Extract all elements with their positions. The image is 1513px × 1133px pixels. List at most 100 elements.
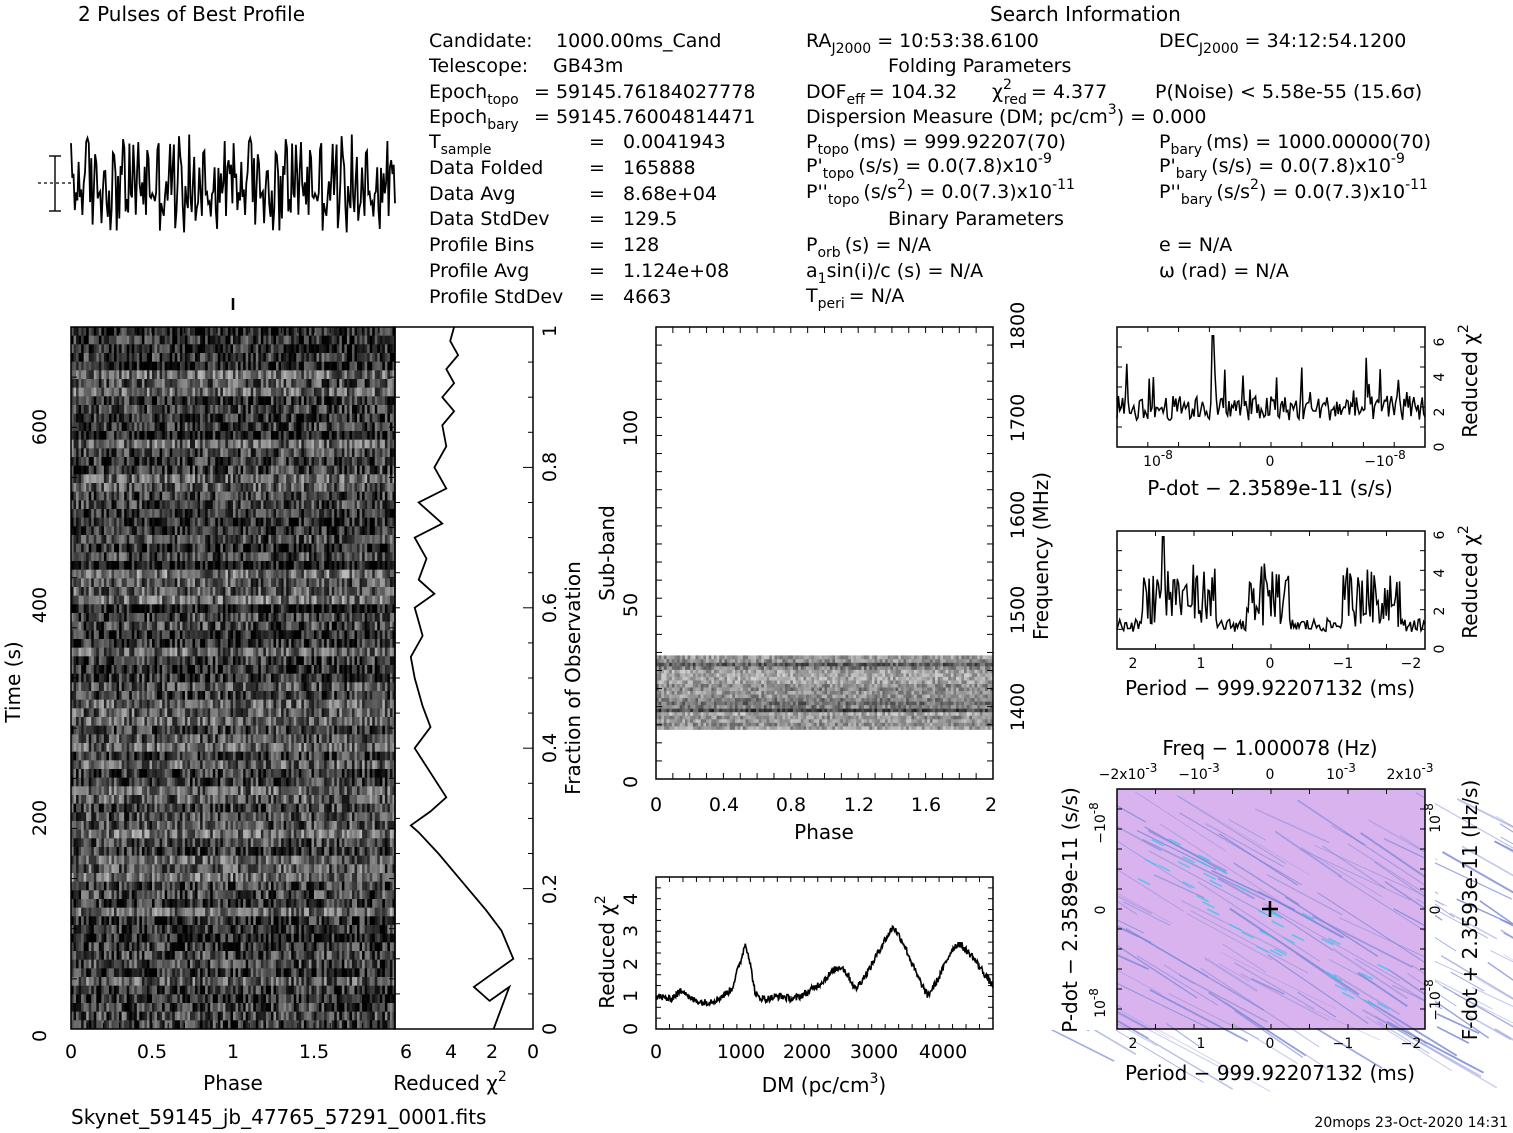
tvp-cell	[114, 500, 117, 510]
tvp-cell	[316, 465, 320, 475]
tvp-cell	[172, 370, 176, 380]
tvp-cell	[263, 353, 267, 362]
tvp-cell	[222, 500, 226, 510]
tvp-cell	[377, 448, 381, 458]
tvp-cell	[238, 535, 241, 544]
tvp-cell	[189, 604, 193, 614]
tvp-cell	[306, 335, 310, 345]
tvp-cell	[382, 509, 386, 518]
tvp-cell	[167, 457, 171, 466]
tvp-cell	[225, 639, 229, 648]
tvp-cell	[131, 335, 135, 345]
tvp-cell	[265, 647, 269, 657]
tvp-cell	[205, 595, 208, 605]
tvp-cell	[336, 587, 340, 596]
tvp-cell	[301, 630, 305, 640]
tvp-cell	[245, 595, 249, 605]
tvp-cell	[392, 621, 396, 631]
tvp-cell	[298, 396, 302, 406]
tvp-cell	[230, 569, 234, 579]
tvp-cell	[179, 327, 183, 336]
tvp-cell	[141, 361, 145, 371]
tvp-cell	[311, 344, 315, 354]
tvp-cell	[255, 630, 259, 640]
tvp-cell	[227, 526, 231, 536]
tvp-cell	[255, 457, 259, 466]
tvp-cell	[362, 517, 365, 527]
tvp-cell	[303, 353, 307, 362]
tvp-cell	[78, 587, 82, 596]
tvp-cell	[319, 344, 322, 354]
tvp-cell	[359, 535, 363, 544]
tvp-cell	[86, 561, 90, 570]
tvp-cell	[81, 413, 84, 423]
tvp-cell	[169, 439, 173, 449]
tvp-cell	[387, 621, 391, 631]
tvp-cell	[202, 457, 206, 466]
tvp-cell	[384, 448, 388, 458]
tvp-cell	[195, 552, 198, 562]
tvp-cell	[187, 543, 191, 553]
tvp-cell	[253, 396, 257, 406]
tvp-cell	[197, 595, 201, 605]
tvp-cell	[141, 526, 145, 536]
tvp-cell	[152, 370, 155, 380]
tvp-cell	[346, 543, 350, 553]
tvp-cell	[96, 361, 100, 371]
tvp-cell	[91, 647, 95, 657]
tvp-cell	[212, 578, 216, 588]
tvp-cell	[314, 613, 317, 622]
tvp-cell	[141, 552, 145, 562]
tvp-cell	[136, 474, 140, 484]
tvp-cell	[149, 379, 153, 388]
tvp-cell	[301, 517, 305, 527]
tvp-cell	[298, 483, 302, 492]
tvp-cell	[91, 517, 95, 527]
tvp-cell	[131, 595, 135, 605]
tvp-cell	[144, 630, 148, 640]
tvp-cell	[359, 613, 363, 622]
tvp-cell	[88, 552, 92, 562]
pdot-bary-text: P'bary (s/s) = 0.0(7.8)x10-9	[1159, 151, 1405, 182]
tvp-cell	[367, 526, 370, 536]
tvp-cell	[207, 630, 211, 640]
tvp-cell	[131, 517, 135, 527]
tvp-cell	[210, 604, 214, 614]
tvp-cell	[184, 370, 188, 380]
tvp-cell	[121, 405, 125, 414]
tvp-cell	[154, 422, 158, 432]
tvp-cell	[149, 344, 153, 354]
tvp-cell	[98, 587, 102, 596]
tvp-cell	[324, 361, 327, 371]
tvp-cell	[238, 370, 241, 380]
tvp-cell	[225, 483, 229, 492]
tvp-cell	[76, 587, 79, 596]
tvp-cell	[157, 535, 160, 544]
tvp-cell	[364, 613, 368, 622]
tvp-cell	[177, 361, 181, 371]
tvp-cell	[296, 630, 300, 640]
tvp-cell	[202, 474, 206, 484]
tvp-cell	[144, 370, 148, 380]
tvp-cell	[108, 621, 112, 631]
tvp-cell	[349, 327, 353, 336]
tvp-cell	[291, 448, 295, 458]
tvp-cell	[329, 405, 333, 414]
tvp-cell	[139, 344, 143, 354]
tvp-cell	[164, 483, 168, 492]
tvp-cell	[349, 552, 353, 562]
tvp-cell	[286, 413, 289, 423]
tvp-cell	[387, 491, 391, 501]
tvp-cell	[306, 621, 310, 631]
tvp-cell	[81, 578, 84, 588]
tvp-cell	[167, 491, 171, 501]
tvp-cell	[268, 413, 272, 423]
tvp-cell	[273, 639, 277, 648]
tvp-cell	[233, 387, 236, 397]
tvp-cell	[88, 396, 92, 406]
tvp-cell	[146, 431, 150, 440]
tvp-cell	[129, 509, 133, 518]
tvp-cell	[379, 569, 383, 579]
tvp-cell	[146, 491, 150, 501]
tvp-cell	[154, 483, 158, 492]
